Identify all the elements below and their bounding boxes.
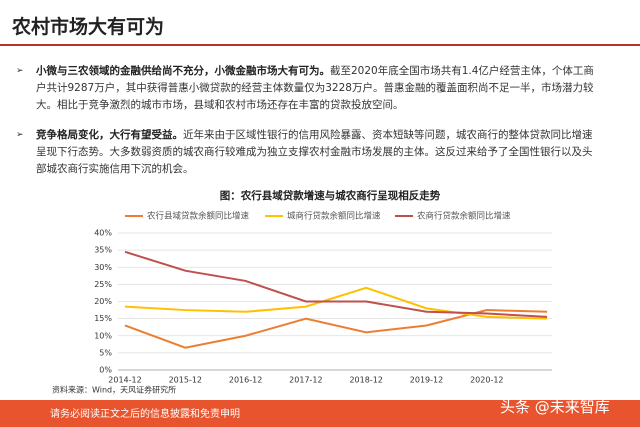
chart: 图：农行县域贷款增速与城农商行呈现相反走势 资料来源：Wind，天风证券研究所 … (52, 189, 552, 395)
disclaimer: 请务必阅读正文之后的信息披露和免责申明 (50, 409, 240, 420)
watermark: 头条 @未来智库 (500, 398, 610, 416)
x-tick-label: 2019-12 (410, 376, 443, 385)
y-tick-label: 10% (94, 331, 112, 340)
legend-label: 城商行贷款余额同比增速 (287, 211, 381, 222)
slide-title: 农村市场大有可为 (12, 16, 165, 38)
legend-label: 农商行贷款余额同比增速 (417, 211, 511, 222)
title-rule (0, 44, 640, 46)
y-tick-label: 0% (99, 366, 112, 375)
bullet: ➢ 竞争格局变化，大行有望受益。近年来由于区域性银行的信用风险暴露、资本短缺等问题… (16, 127, 596, 178)
series-line (124, 250, 548, 318)
y-tick-label: 25% (94, 280, 112, 289)
x-tick-label: 2016-12 (229, 376, 262, 385)
chart-source: 资料来源：Wind，天风证券研究所 (52, 385, 176, 395)
y-tick-label: 15% (94, 314, 112, 323)
y-tick-label: 35% (94, 246, 112, 255)
bullet-text: 近年来由于区域性银行的信用风险暴露、资本短缺等问题，城农商行的整体贷款同比增速呈… (36, 129, 593, 175)
y-tick-label: 30% (94, 263, 112, 272)
bullet-text: 截至2020年底全国市场共有1.4亿户经营主体，个体工商户共计9287万户，其中… (36, 65, 594, 111)
x-tick-label: 2017-12 (289, 376, 322, 385)
y-tick-label: 20% (94, 297, 112, 306)
bullet-marker: ➢ (16, 130, 24, 140)
y-tick-label: 5% (99, 348, 112, 357)
bullet-bold: 小微与三农领域的金融供给尚不充分，小微金融市场大有可为。 (36, 65, 330, 77)
x-tick-label: 2014-12 (108, 376, 141, 385)
series-line (124, 286, 548, 320)
bullet-marker: ➢ (16, 66, 24, 76)
x-tick-label: 2015-12 (169, 376, 202, 385)
x-tick-label: 2020-12 (470, 376, 503, 385)
footer-band (0, 400, 640, 427)
legend-label: 农行县域贷款余额同比增速 (147, 211, 250, 222)
chart-title: 图：农行县域贷款增速与城农商行呈现相反走势 (220, 189, 441, 202)
bullet: ➢ 小微与三农领域的金融供给尚不充分，小微金融市场大有可为。截至2020年底全国市… (16, 63, 596, 114)
y-tick-label: 40% (94, 229, 112, 238)
bullet-bold: 竞争格局变化，大行有望受益。 (36, 129, 183, 141)
x-tick-label: 2018-12 (349, 376, 382, 385)
